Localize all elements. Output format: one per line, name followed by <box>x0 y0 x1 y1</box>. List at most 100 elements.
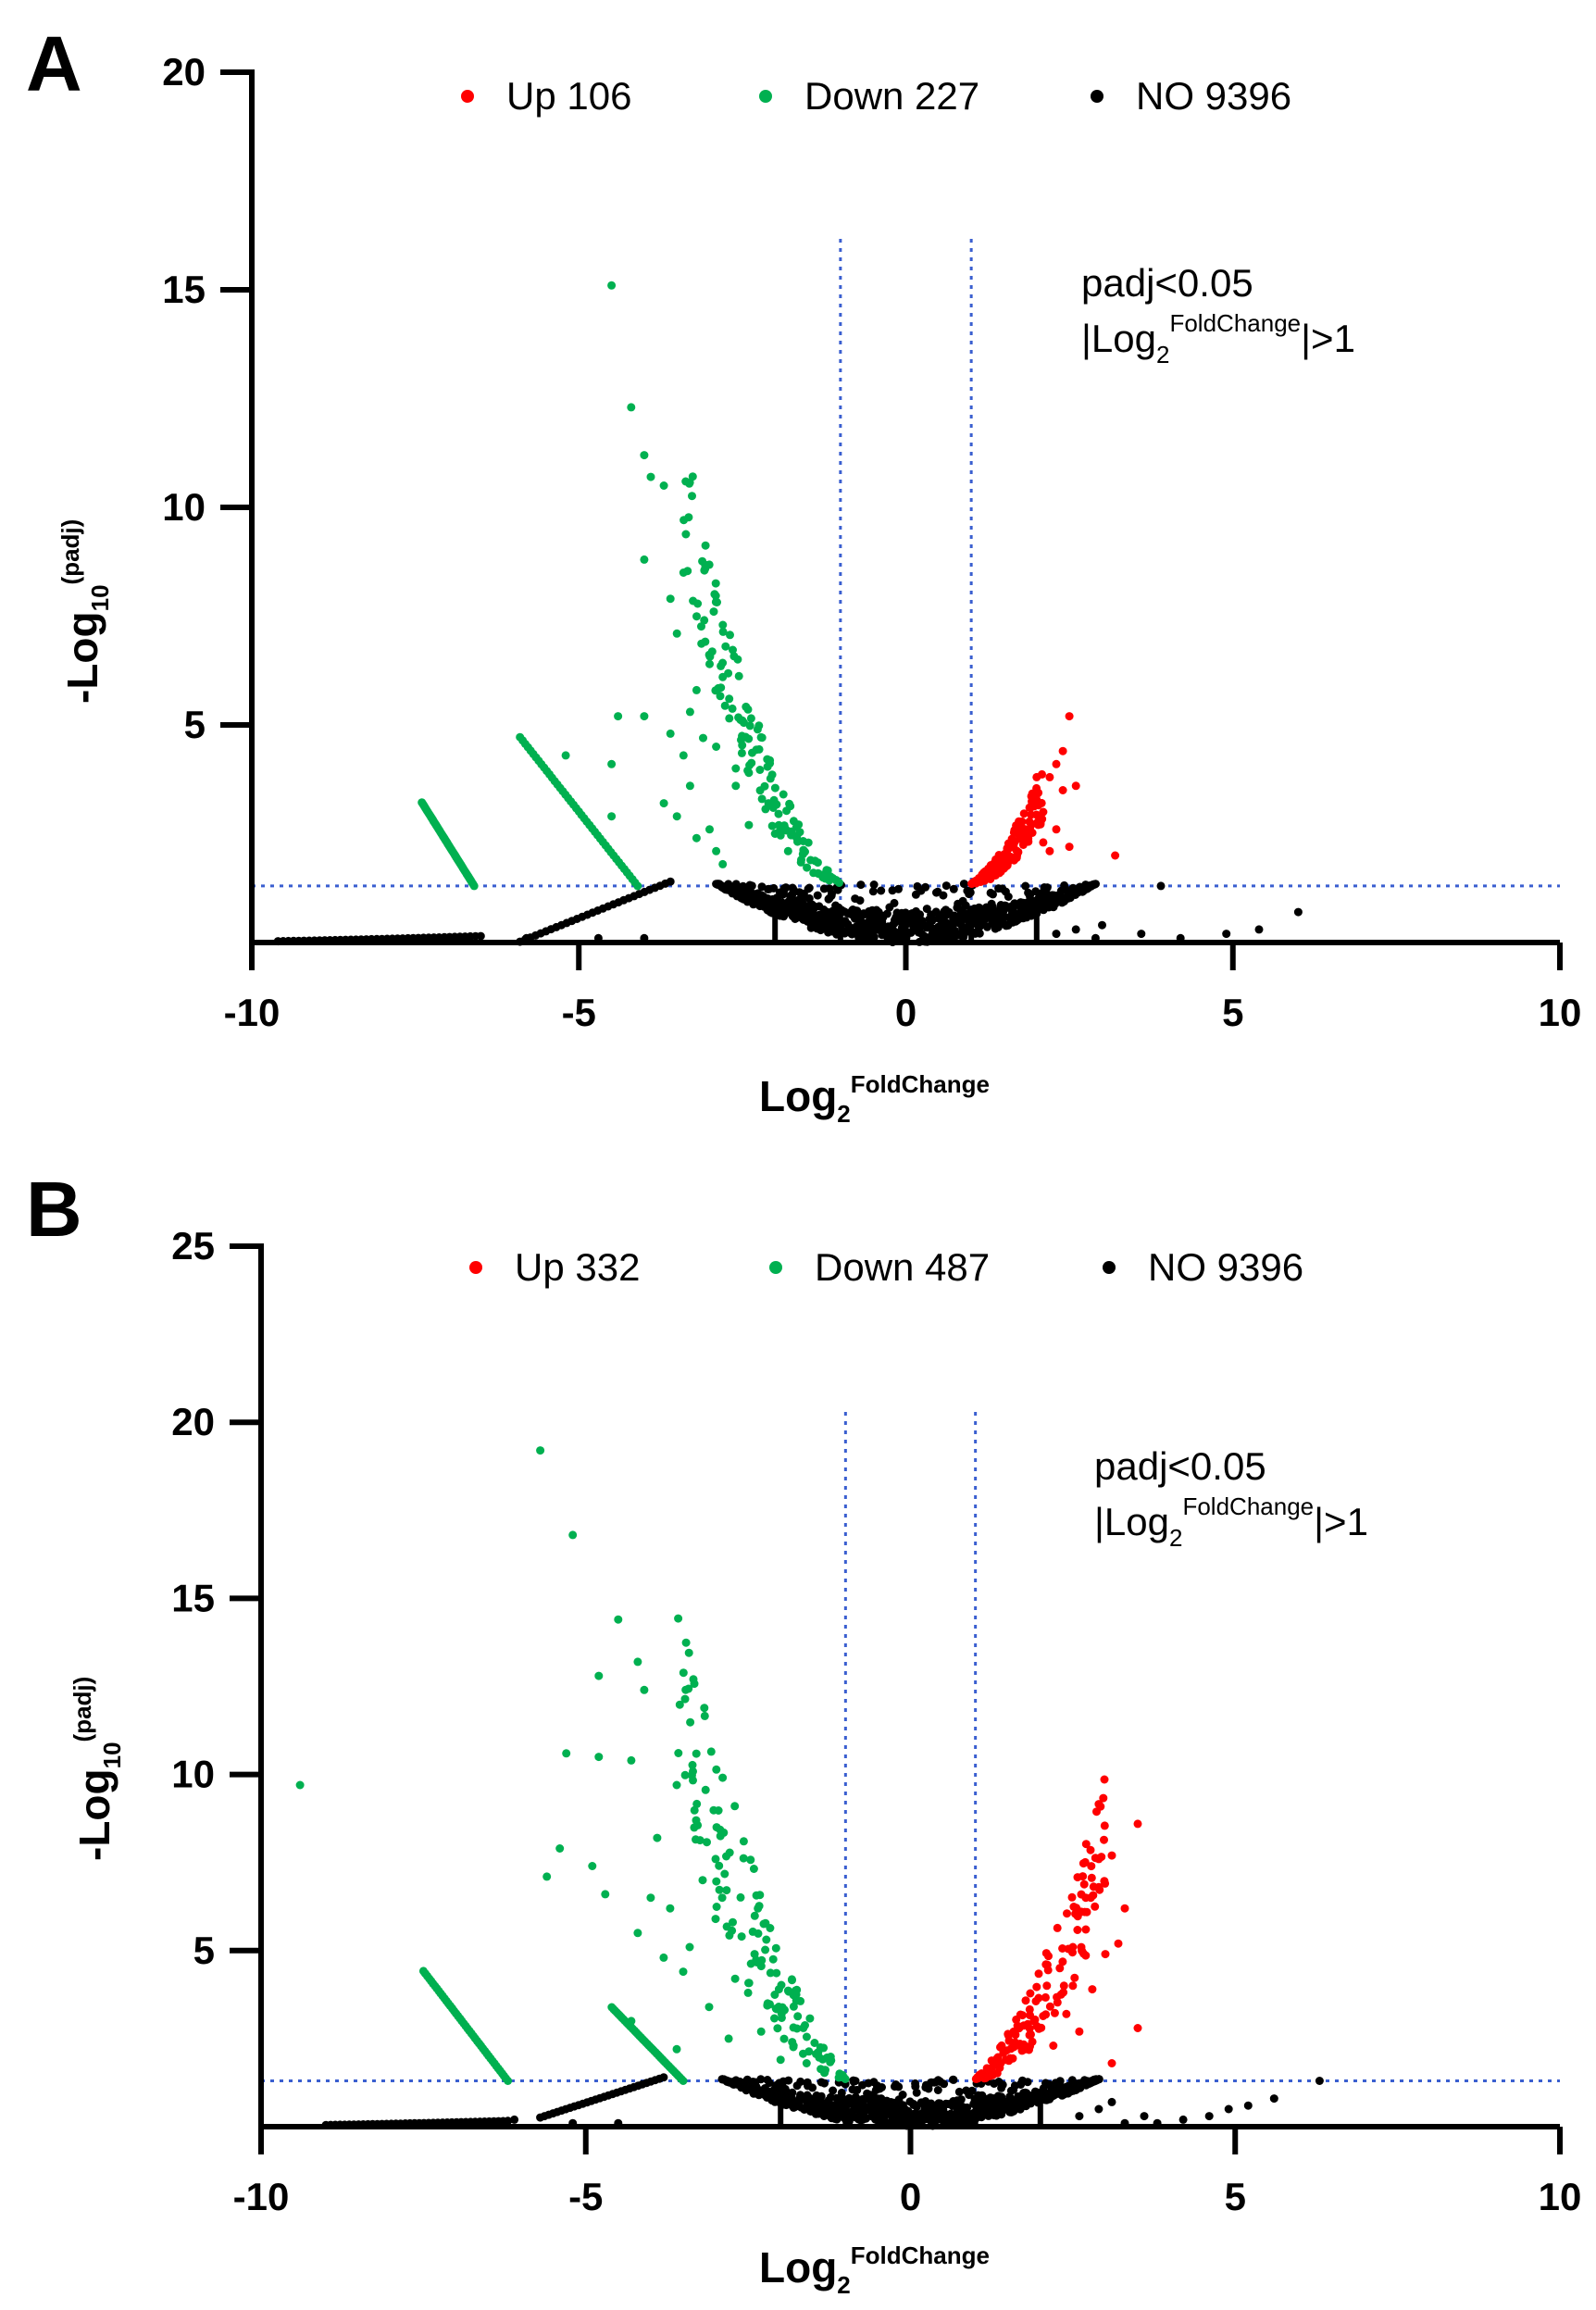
annotation-suffix: |>1 <box>1301 317 1355 360</box>
up-point <box>1114 1939 1123 1948</box>
up-point <box>1039 807 1048 817</box>
up-point <box>1034 1969 1043 1979</box>
down-point <box>594 1671 604 1680</box>
no-point <box>829 2102 839 2111</box>
up-point <box>991 855 1000 864</box>
down-point <box>725 694 734 704</box>
annotation-sup: FoldChange <box>1169 309 1301 337</box>
down-point <box>672 2044 681 2054</box>
down-point <box>771 1943 780 1953</box>
down-point <box>698 1876 707 1885</box>
down-point <box>692 1816 701 1825</box>
no-point <box>1089 880 1098 889</box>
annotation-sup: FoldChange <box>1182 1492 1314 1520</box>
up-point <box>1041 1992 1050 2002</box>
no-point <box>901 915 910 924</box>
no-point <box>805 2106 815 2116</box>
up-point <box>995 2063 1004 2072</box>
no-point <box>858 2080 867 2090</box>
down-point <box>712 743 721 751</box>
down-point <box>767 821 777 830</box>
up-point <box>1058 1944 1067 1953</box>
no-point <box>852 922 861 931</box>
up-point <box>1089 1891 1098 1900</box>
no-point <box>817 2078 826 2087</box>
no-point <box>826 921 835 930</box>
no-point <box>766 2087 775 2096</box>
no-point <box>1001 887 1010 896</box>
no-point <box>856 880 866 890</box>
up-point <box>1039 838 1048 847</box>
up-point <box>992 868 1002 878</box>
no-point <box>1082 884 1091 893</box>
up-point <box>1025 2004 1034 2014</box>
down-point <box>627 403 636 412</box>
no-point <box>1071 925 1080 934</box>
up-point <box>968 879 978 888</box>
up-point <box>1002 2055 1010 2065</box>
no-point <box>792 2081 802 2091</box>
down-point <box>697 622 705 631</box>
up-point <box>1087 1862 1096 1871</box>
no-point <box>868 887 878 896</box>
no-point <box>888 920 897 930</box>
no-point <box>1075 2112 1084 2121</box>
legend-item: NO 9396 <box>1103 1245 1303 1289</box>
down-point <box>729 652 739 661</box>
down-point <box>754 721 764 730</box>
up-point <box>1073 1912 1082 1921</box>
down-point <box>718 620 728 630</box>
down-point <box>804 838 813 847</box>
no-point <box>814 2095 823 2104</box>
no-point <box>790 887 799 895</box>
no-point <box>1315 2077 1324 2085</box>
down-point <box>675 1700 684 1709</box>
no-point <box>825 893 834 903</box>
down-point <box>710 590 719 599</box>
down-point <box>810 856 819 866</box>
no-point <box>956 2095 966 2104</box>
down-point <box>773 2024 782 2033</box>
down-point <box>757 794 767 804</box>
up-point <box>1107 1851 1116 1860</box>
up-point <box>1101 1950 1110 1959</box>
up-point <box>1028 801 1037 810</box>
down-point <box>672 1780 681 1790</box>
down-point <box>712 1903 721 1911</box>
down-point <box>792 1996 801 2005</box>
up-point <box>1071 781 1080 791</box>
down-point <box>737 748 746 757</box>
up-point <box>1052 825 1061 834</box>
up-point <box>1087 1873 1096 1882</box>
down-point <box>692 833 701 843</box>
no-point <box>1076 2079 1085 2088</box>
no-point <box>1254 925 1264 934</box>
up-point <box>996 2042 1004 2052</box>
no-point <box>1269 2094 1278 2104</box>
up-point <box>1100 1821 1109 1830</box>
no-point <box>985 907 994 917</box>
x-tick-label: 10 <box>1539 991 1582 1034</box>
no-point <box>853 2085 862 2094</box>
down-point <box>711 1915 720 1924</box>
up-point <box>1050 2008 1059 2017</box>
no-point <box>876 918 885 927</box>
legend-marker <box>1091 90 1103 103</box>
down-point <box>783 846 792 855</box>
no-point <box>941 905 951 915</box>
down-point <box>659 481 668 490</box>
up-point <box>1053 1923 1062 1932</box>
no-point <box>933 887 942 896</box>
down-point <box>681 1685 691 1694</box>
down-point <box>568 1530 578 1540</box>
down-point <box>685 707 694 717</box>
down-point <box>802 2032 811 2042</box>
up-point <box>1004 2029 1013 2039</box>
down-point <box>516 732 525 742</box>
no-point <box>954 2087 964 2096</box>
no-point <box>885 903 894 912</box>
down-point <box>777 2014 786 2022</box>
no-point <box>867 920 876 930</box>
down-point <box>763 1999 772 2008</box>
down-point <box>766 755 775 765</box>
